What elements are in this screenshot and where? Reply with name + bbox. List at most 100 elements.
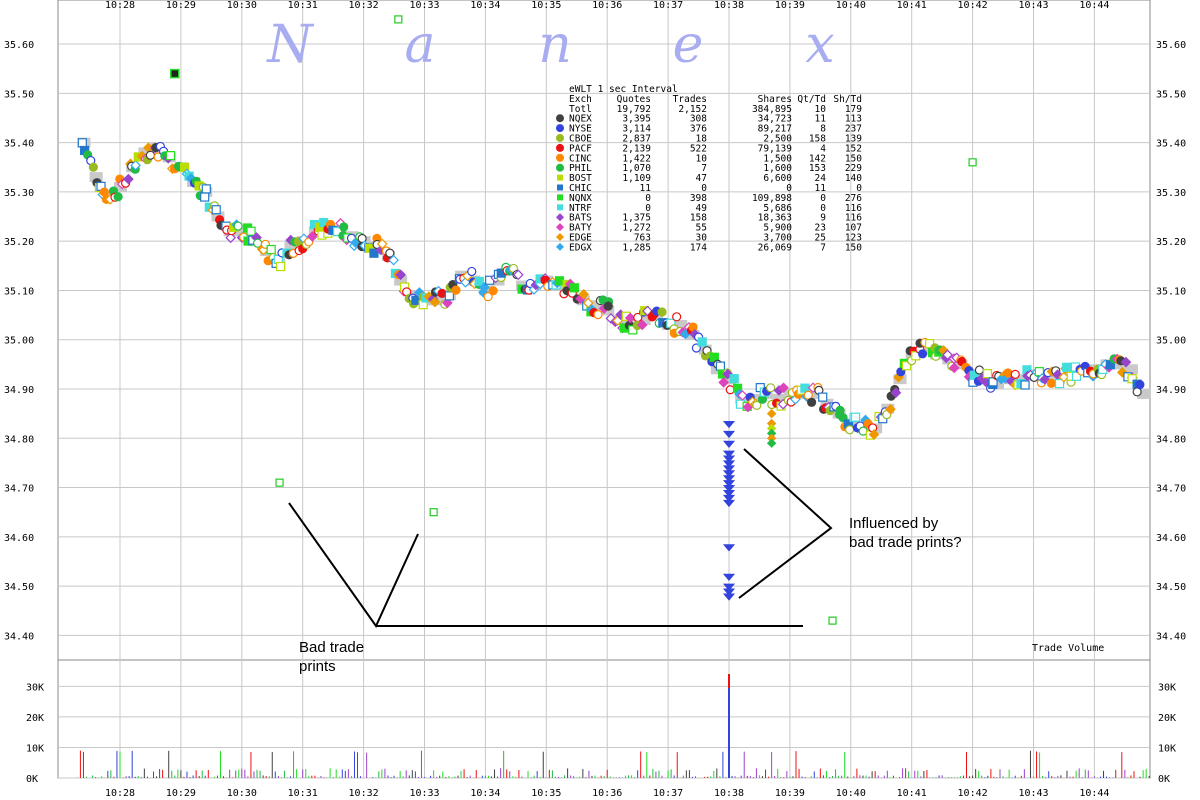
table-cell: 763 xyxy=(634,233,651,244)
trade-marker-square xyxy=(1020,380,1030,390)
trade-marker-square xyxy=(165,151,176,161)
table-cell: 3,700 xyxy=(763,233,792,244)
table-cell: 123 xyxy=(845,233,862,244)
legend-marker xyxy=(556,124,564,133)
trade-marker-circle xyxy=(1010,369,1020,379)
quote-band-segment xyxy=(637,315,651,326)
trade-marker-circle xyxy=(657,307,667,317)
trade-marker-square xyxy=(1062,362,1072,372)
table-cell: 3,114 xyxy=(622,124,651,135)
volume-tick-left: 30K xyxy=(26,682,44,693)
y-tick-label-right: 35.00 xyxy=(1156,336,1186,347)
watermark-letter: N xyxy=(265,15,314,75)
table-cell: 23 xyxy=(815,223,826,234)
x-tick-label-top: 10:31 xyxy=(288,0,318,11)
table-cell: 376 xyxy=(690,124,707,135)
spike-trade-marker xyxy=(722,573,736,582)
table-cell: 0 xyxy=(645,203,651,214)
bad-prints-label-line1: Bad trade xyxy=(299,639,364,656)
x-tick-label-bottom: 10:30 xyxy=(227,788,257,799)
axes: 10:28 10:28 10:29 10:29 10:30 10:30 10:31 10:31… xyxy=(4,0,1186,799)
table-cell: 19,792 xyxy=(617,104,651,115)
table-cell: 1,422 xyxy=(622,153,651,164)
table-cell: 55 xyxy=(696,223,707,234)
y-tick-label-left: 34.90 xyxy=(4,385,34,396)
spike-trade-marker xyxy=(722,480,736,488)
x-tick-label-bottom: 10:33 xyxy=(409,788,439,799)
trade-marker-circle xyxy=(845,425,855,435)
spike-trade-marker xyxy=(722,420,736,429)
table-cell: NQEX xyxy=(569,114,592,125)
trade-marker-circle xyxy=(603,301,613,311)
y-tick-label-right: 34.90 xyxy=(1156,385,1186,396)
y-tick-label-right: 35.60 xyxy=(1156,40,1186,51)
table-header-cell: Quotes xyxy=(617,94,651,105)
x-tick-label-bottom: 10:32 xyxy=(349,788,379,799)
influenced-pointer-lines xyxy=(738,448,833,599)
bad-prints-label-line2: prints xyxy=(299,658,336,675)
trade-marker-circle xyxy=(1046,378,1057,388)
spike-trade-marker xyxy=(722,460,736,468)
table-cell: 49 xyxy=(696,203,708,214)
quote-band-segment xyxy=(89,172,103,183)
trade-marker-square xyxy=(201,184,211,194)
y-tick-label-right: 35.10 xyxy=(1156,286,1186,297)
y-tick-label-right: 34.40 xyxy=(1156,631,1186,642)
influenced-label-line2: bad trade prints? xyxy=(849,534,962,551)
trade-markers xyxy=(77,15,1145,625)
trade-marker-square xyxy=(474,276,484,286)
x-tick-label-top: 10:37 xyxy=(653,0,683,11)
bad-prints-pointer-lines xyxy=(288,502,419,628)
y-tick-label-left: 34.60 xyxy=(4,533,34,544)
x-tick-label-bottom: 10:34 xyxy=(470,788,500,799)
trade-marker-circle xyxy=(233,221,243,231)
trade-marker-circle xyxy=(974,365,985,375)
quote-band-segment xyxy=(284,241,298,252)
table-cell: CINC xyxy=(569,153,592,164)
trade-marker-square xyxy=(369,248,379,258)
legend-marker xyxy=(557,184,563,191)
volume-tick-right: 30K xyxy=(1158,682,1176,693)
legend-marker xyxy=(556,143,564,152)
trade-marker-square xyxy=(1054,378,1065,389)
quote-band-segment xyxy=(235,226,249,237)
x-tick-label-top: 10:38 xyxy=(714,0,744,11)
y-tick-label-left: 35.00 xyxy=(4,336,34,347)
bad-print-marker xyxy=(429,508,438,517)
trade-marker-diamond xyxy=(624,312,636,324)
trade-marker-square xyxy=(850,412,861,422)
spike-trade-marker xyxy=(722,455,736,463)
table-cell: 8 xyxy=(820,124,826,135)
table-cell: NTRF xyxy=(569,203,592,214)
y-tick-label-left: 35.30 xyxy=(4,188,34,199)
legend-marker xyxy=(556,242,564,251)
trade-marker-diamond xyxy=(225,232,237,244)
watermark-letter: x xyxy=(805,15,834,75)
table-cell: 1,500 xyxy=(763,153,792,164)
trade-marker-circle xyxy=(917,349,928,359)
spike-trade-marker xyxy=(722,588,736,596)
x-tick-label-bottom: 10:37 xyxy=(653,788,683,799)
trade-marker-square xyxy=(276,261,286,272)
x-tick-label-bottom: 10:42 xyxy=(958,788,988,799)
y-tick-label-left: 34.50 xyxy=(4,582,34,593)
secondary-spike-marker xyxy=(766,408,777,419)
trade-marker-circle xyxy=(688,322,698,332)
volume-label: Trade Volume xyxy=(1032,643,1104,654)
table-cell: 398 xyxy=(690,193,707,204)
volume-tick-left: 0K xyxy=(26,774,38,785)
trade-marker-square xyxy=(246,226,256,236)
x-tick-label-top: 10:40 xyxy=(836,0,866,11)
table-cell: 142 xyxy=(809,153,826,164)
trade-marker-square xyxy=(1071,371,1082,381)
table-cell: 9 xyxy=(820,213,826,224)
legend-marker xyxy=(556,223,564,232)
table-cell: 153 xyxy=(809,163,826,174)
volume-tick-left: 20K xyxy=(26,713,44,724)
table-cell: 6,600 xyxy=(763,173,792,184)
table-cell: 0 xyxy=(645,193,651,204)
table-cell: 34,723 xyxy=(758,114,792,125)
trade-marker-diamond xyxy=(395,269,407,281)
spike-trade-marker xyxy=(722,450,736,458)
trade-marker-diamond xyxy=(479,282,490,293)
